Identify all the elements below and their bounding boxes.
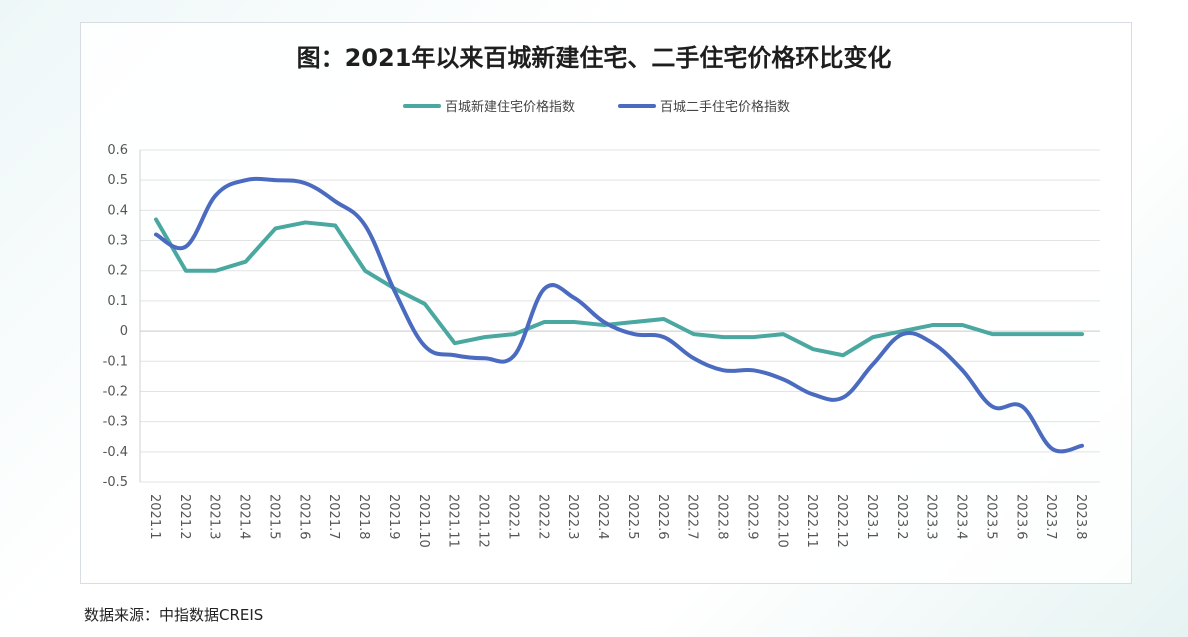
x-tick-label: 2023.7 (1043, 494, 1058, 540)
x-tick-label: 2021.5 (266, 494, 281, 540)
x-tick-label: 2023.5 (983, 494, 998, 540)
series-line-1 (154, 217, 1084, 358)
x-tick-label: 2023.4 (954, 494, 969, 540)
chart-title: 图：2021年以来百城新建住宅、二手住宅价格环比变化 (296, 44, 892, 72)
x-tick-label: 2021.12 (476, 494, 491, 548)
x-tick-label: 2021.7 (326, 494, 341, 540)
y-tick-label: 0.6 (107, 143, 128, 158)
x-tick-label: 2022.6 (655, 494, 670, 540)
x-tick-label: 2022.11 (804, 494, 819, 548)
x-tick-label: 2022.7 (685, 494, 700, 540)
x-tick-label: 2022.4 (595, 494, 610, 540)
y-tick-label: 0.3 (107, 234, 128, 249)
series-line-2 (154, 176, 1084, 454)
x-tick-label: 2021.11 (446, 494, 461, 548)
x-tick-label: 2021.6 (296, 494, 311, 540)
y-tick-label: -0.2 (103, 384, 128, 399)
x-tick-label: 2022.12 (834, 494, 849, 548)
legend-label-1: 百城新建住宅价格指数 (445, 99, 575, 115)
x-tick-label: 2022.8 (715, 494, 730, 540)
x-tick-label: 2023.1 (864, 494, 879, 540)
x-tick-label: 2022.3 (565, 494, 580, 540)
x-tick-label: 2021.2 (177, 494, 192, 540)
x-tick-label: 2023.8 (1073, 494, 1088, 540)
legend-label-2: 百城二手住宅价格指数 (660, 99, 790, 115)
y-tick-label: -0.1 (103, 354, 128, 369)
x-tick-label: 2023.2 (894, 494, 909, 540)
x-tick-label: 2022.1 (505, 494, 520, 540)
x-tick-label: 2021.1 (147, 494, 162, 540)
x-tick-label: 2022.9 (744, 494, 759, 540)
x-tick-label: 2022.10 (774, 494, 789, 548)
x-tick-label: 2021.4 (237, 494, 252, 540)
x-tick-label: 2022.2 (535, 494, 550, 540)
y-tick-label: -0.4 (103, 445, 128, 460)
data-source-note: 数据来源：中指数据CREIS (84, 606, 264, 624)
x-tick-label: 2021.9 (386, 494, 401, 540)
x-tick-label: 2022.5 (625, 494, 640, 540)
y-tick-label: 0.2 (107, 264, 128, 279)
y-tick-label: 0.1 (107, 294, 128, 309)
x-tick-label: 2021.3 (207, 494, 222, 540)
x-tick-label: 2023.6 (1013, 494, 1028, 540)
chart-frame (80, 22, 1132, 584)
y-tick-label: 0.5 (107, 173, 128, 188)
x-tick-label: 2021.10 (416, 494, 431, 548)
y-tick-label: -0.3 (103, 415, 128, 430)
x-tick-label: 2021.8 (356, 494, 371, 540)
y-tick-label: 0 (120, 324, 128, 339)
x-tick-label: 2023.3 (924, 494, 939, 540)
y-tick-label: -0.5 (103, 475, 128, 490)
y-tick-label: 0.4 (107, 203, 128, 218)
